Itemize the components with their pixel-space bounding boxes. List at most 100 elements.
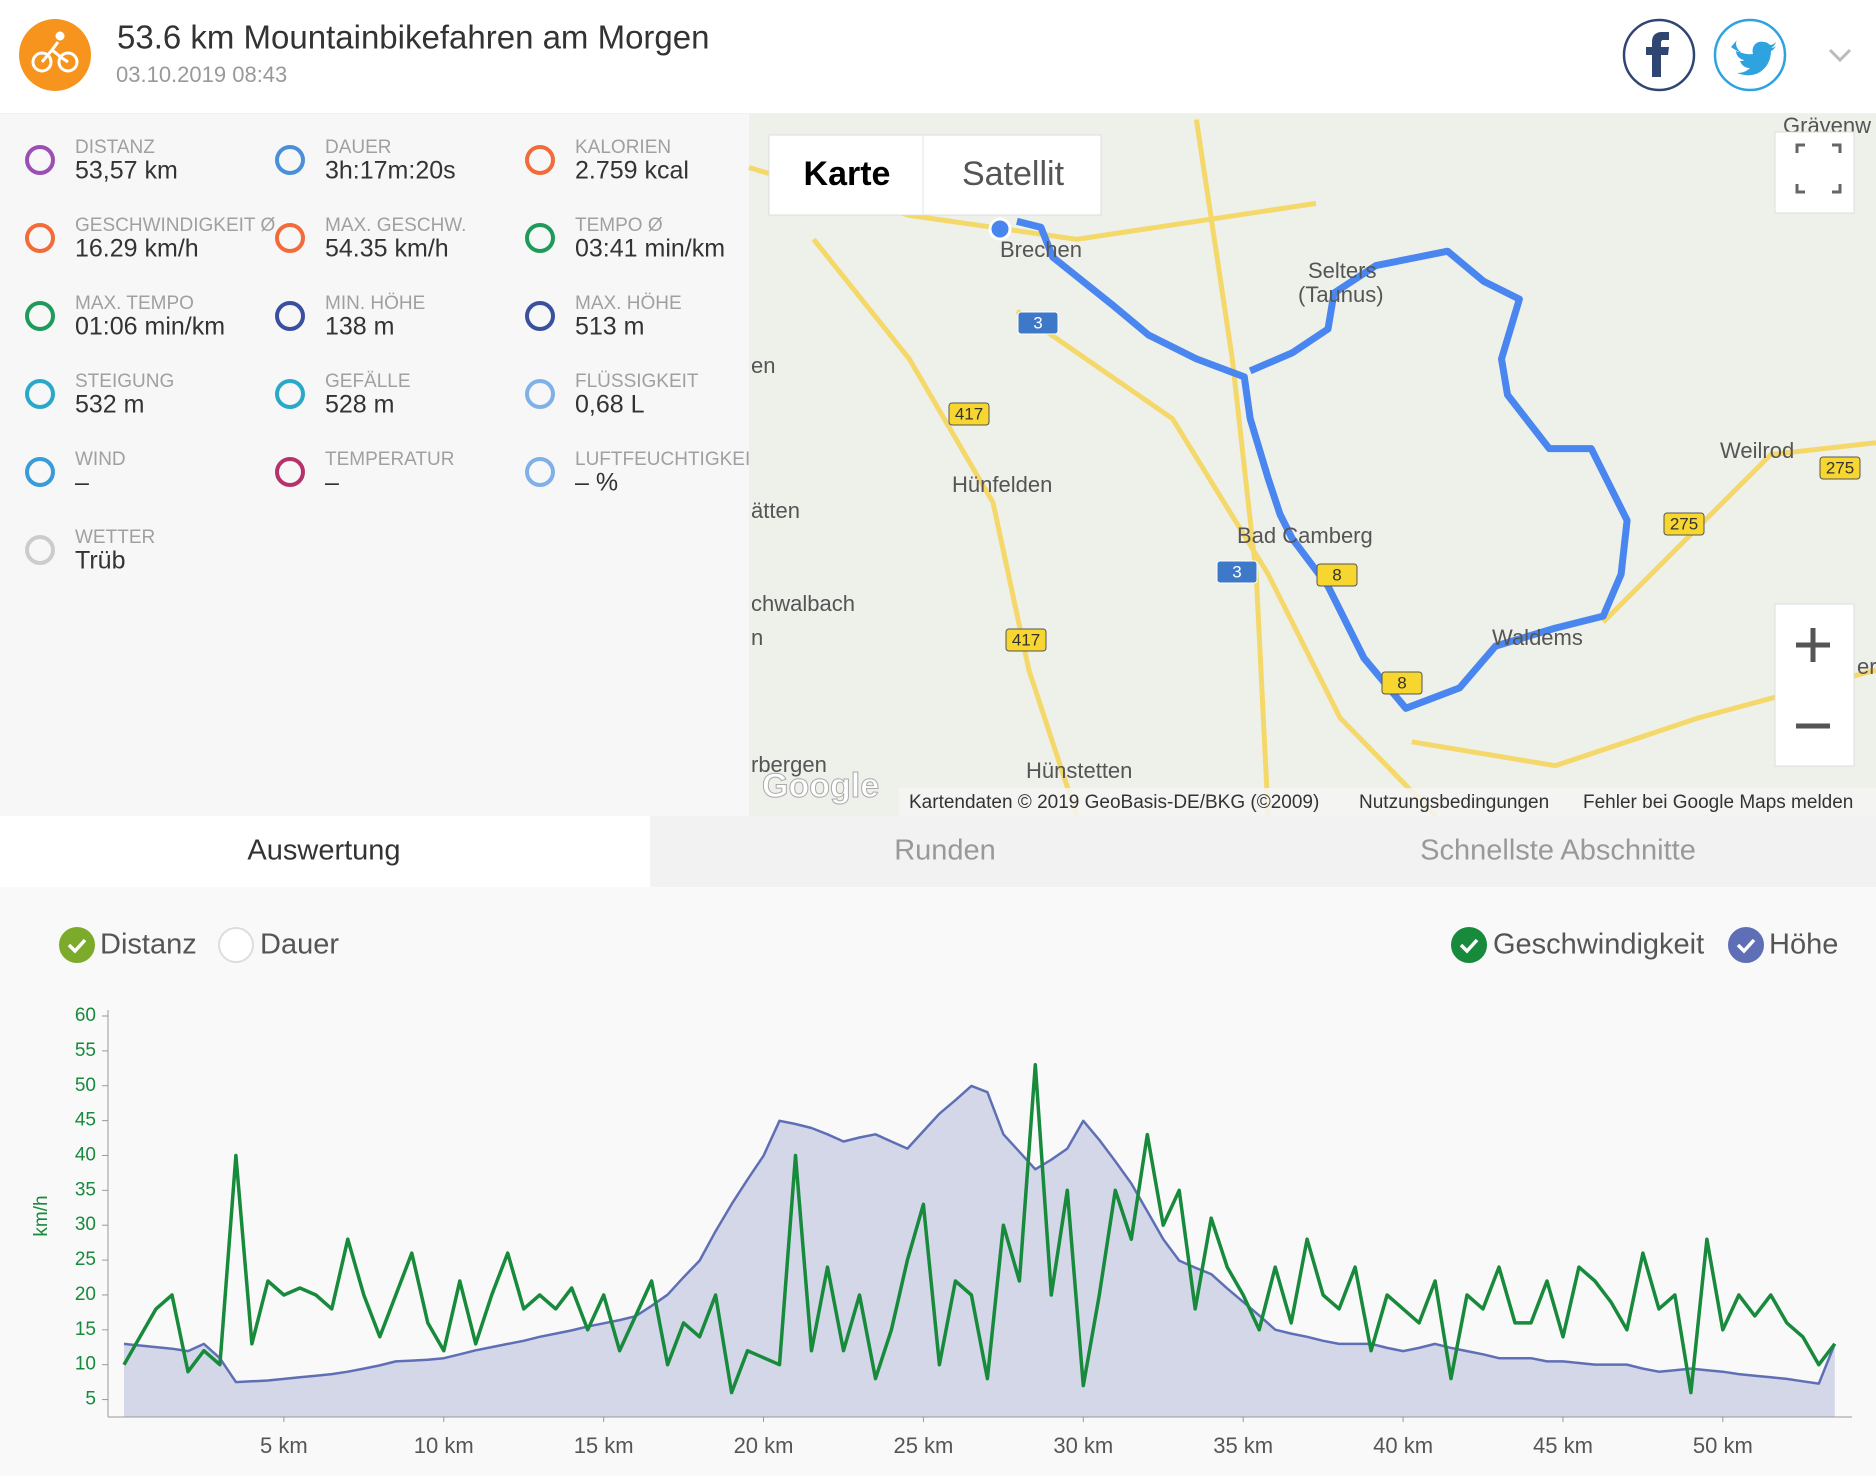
fullscreen-button[interactable] xyxy=(1774,131,1855,214)
stat-label: FLÜSSIGKEIT xyxy=(575,371,699,392)
road-shield xyxy=(1017,311,1059,335)
map-place: n xyxy=(751,625,763,650)
stat-label: STEIGUNG xyxy=(75,371,174,392)
chart: Distanz Dauer Geschwindigkeit Höhe 5 10 15 20 25… xyxy=(31,927,1852,1458)
zoom-glyphs xyxy=(1796,628,1830,729)
start-pin xyxy=(988,217,1012,241)
y-tick-label: 60 xyxy=(75,1005,96,1026)
map-road xyxy=(1193,119,1271,817)
legend-check[interactable] xyxy=(1451,927,1487,963)
y-tick-label: 20 xyxy=(75,1284,96,1305)
map-footer-text[interactable]: Nutzungsbedingungen xyxy=(1359,792,1549,813)
stat-icon xyxy=(25,457,55,487)
stat-label: WIND xyxy=(75,449,126,470)
stat-label: MAX. GESCHW. xyxy=(325,215,466,236)
stat-icon xyxy=(25,301,55,331)
tab[interactable]: Runden xyxy=(894,835,996,867)
map-footer-bg xyxy=(899,788,1876,816)
map-footer-text[interactable]: Fehler bei Google Maps melden xyxy=(1583,792,1853,813)
stat-label: DAUER xyxy=(325,137,392,158)
road-shield xyxy=(1663,512,1705,536)
map-road xyxy=(1015,309,1438,818)
legend-check-mark xyxy=(1736,938,1756,954)
toggle-label: Dauer xyxy=(260,929,339,961)
stat-value: 53,57 km xyxy=(75,157,178,185)
road-number: 8 xyxy=(1397,673,1406,692)
y-tick-label: 10 xyxy=(75,1354,96,1375)
road-number: 417 xyxy=(1012,630,1040,649)
legend-label[interactable]: Geschwindigkeit xyxy=(1493,929,1704,961)
stat-value: 3h:17m:20s xyxy=(325,157,456,185)
road-shield xyxy=(1005,628,1047,652)
map-place: ätten xyxy=(751,498,800,523)
stat-value: 0,68 L xyxy=(575,391,645,419)
map-type-button[interactable]: Satellit xyxy=(962,155,1065,193)
map-type-box xyxy=(768,134,1102,216)
stat-icon xyxy=(275,457,305,487)
y-tick-label: 15 xyxy=(75,1319,96,1340)
x-tick-label: 25 km xyxy=(893,1433,953,1458)
stat-value: 54.35 km/h xyxy=(325,235,449,263)
stat-label: TEMPO Ø xyxy=(575,215,663,236)
toggle[interactable] xyxy=(218,927,254,963)
map-place: Selters xyxy=(1308,258,1376,283)
y-tick-label: 30 xyxy=(75,1214,96,1235)
route xyxy=(1016,217,1631,712)
active-tab-bg xyxy=(0,816,650,887)
toggle-label: Distanz xyxy=(100,929,197,961)
map-footer-text: Kartendaten © 2019 GeoBasis-DE/BKG (©200… xyxy=(909,792,1319,813)
map-bg xyxy=(749,114,1876,816)
map-place: Waldems xyxy=(1492,625,1583,650)
stat-label: TEMPERATUR xyxy=(325,449,454,470)
facebook-glyph xyxy=(1646,32,1669,77)
stat-value: – xyxy=(75,469,89,497)
map-place: Weilrod xyxy=(1720,438,1794,463)
map-place: Hünfelden xyxy=(952,472,1052,497)
stat-value: 03:41 min/km xyxy=(575,235,725,263)
toggle-mark xyxy=(67,938,87,954)
elevation-area xyxy=(124,1085,1835,1417)
y-tick-label: 55 xyxy=(75,1040,96,1061)
stat-value: 138 m xyxy=(325,313,394,341)
map-place: en xyxy=(751,353,775,378)
toggle[interactable] xyxy=(59,927,95,963)
x-tick-label: 40 km xyxy=(1373,1433,1433,1458)
stat-icon xyxy=(275,145,305,175)
map-road xyxy=(1601,440,1876,624)
stat-icon xyxy=(275,223,305,253)
map-place: Brechen xyxy=(1000,237,1082,262)
stat-label: MAX. TEMPO xyxy=(75,293,194,314)
twitter-glyph xyxy=(1731,40,1776,76)
y-tick-label: 35 xyxy=(75,1179,96,1200)
map[interactable]: GrävenwBrechenSelters(Taunus)HünfeldenBa… xyxy=(748,113,1876,818)
bike-glyph xyxy=(31,31,79,73)
stat-value: – xyxy=(325,469,339,497)
zoom-control[interactable] xyxy=(1774,603,1855,767)
stat-label: MIN. HÖHE xyxy=(325,293,425,314)
map-type-button[interactable]: Karte xyxy=(804,155,891,193)
x-tick-label: 20 km xyxy=(734,1433,794,1458)
stat-label: GEFÄLLE xyxy=(325,371,411,392)
activity-date: 03.10.2019 08:43 xyxy=(116,62,287,87)
stat-value: 16.29 km/h xyxy=(75,235,199,263)
x-tick-label: 45 km xyxy=(1533,1433,1593,1458)
stat-label: MAX. HÖHE xyxy=(575,293,682,314)
tab[interactable]: Schnellste Abschnitte xyxy=(1420,835,1696,867)
google-logo: Google xyxy=(762,767,879,805)
stat-value: 2.759 kcal xyxy=(575,157,689,185)
stat-icon xyxy=(275,301,305,331)
stats-panel xyxy=(0,114,749,816)
legend-label[interactable]: Höhe xyxy=(1769,929,1838,961)
tab[interactable]: Auswertung xyxy=(247,835,400,867)
road-number: 417 xyxy=(955,404,983,423)
x-tick-label: 10 km xyxy=(414,1433,474,1458)
stat-icon xyxy=(25,223,55,253)
stat-icon xyxy=(25,145,55,175)
y-tick-label: 45 xyxy=(75,1110,96,1131)
expand-chevron[interactable] xyxy=(1828,48,1852,63)
legend-check[interactable] xyxy=(1728,927,1764,963)
x-tick-label: 35 km xyxy=(1213,1433,1273,1458)
map-road xyxy=(811,237,1080,817)
map-place: rbergen xyxy=(751,752,827,777)
